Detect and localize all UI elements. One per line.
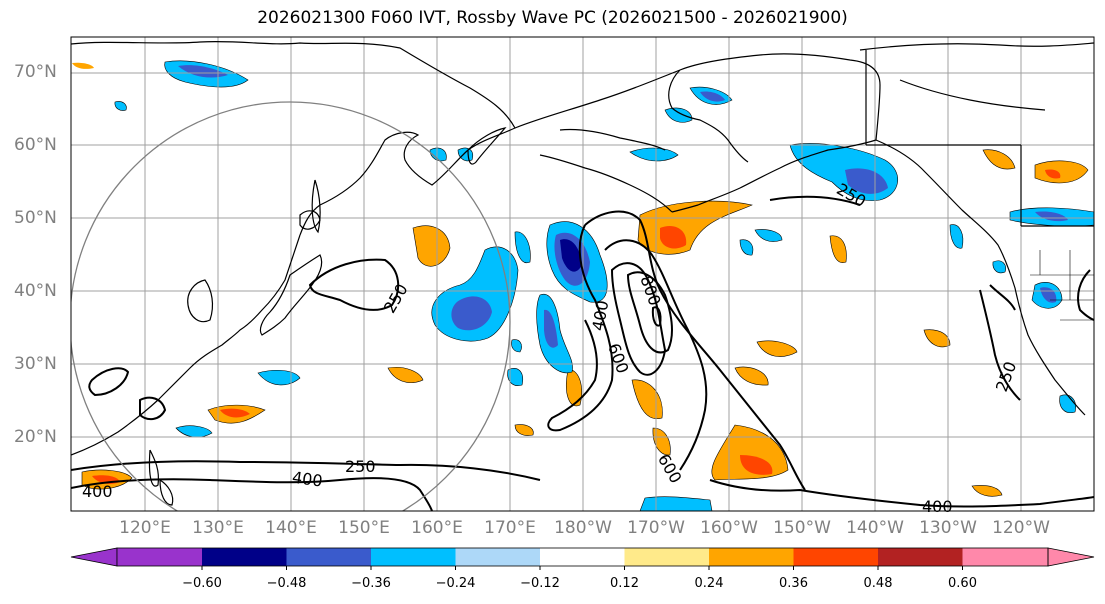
colorbar-tick-label: −0.12 [520,576,560,591]
contour-label: 250 [345,457,376,476]
colorbar [70,547,1095,570]
colorbar-tick-label: −0.60 [182,576,222,591]
lon-label: 130°E [192,518,244,538]
lon-label: 170°W [627,518,685,538]
contour-label: 400 [922,497,953,516]
colorbar-tick-label: −0.36 [351,576,391,591]
colorbar-min-arrow [70,547,118,567]
colorbar-tick-label: −0.48 [266,576,307,591]
contour-label: 400 [82,482,113,501]
lon-label: 120°E [119,518,171,538]
colorbar-tick-label: 0.12 [610,576,639,591]
colorbar-tick-label: 0.24 [694,576,724,591]
gridlines [71,37,1094,511]
lon-label: 150°W [773,518,831,538]
borders [1021,225,1094,321]
lon-label: 150°E [338,518,390,538]
coastlines [71,41,1094,506]
lon-label: 160°E [411,518,463,538]
colorbar-max-arrow [1047,547,1095,567]
lon-label: 140°W [846,518,904,538]
lat-label: 40°N [14,281,57,301]
lon-label: 120°W [992,518,1050,538]
pc-shading [72,60,1094,511]
map-title: 2026021300 F060 IVT, Rossby Wave PC (202… [257,8,848,28]
lon-label: 170°E [484,518,536,538]
lat-label: 70°N [14,62,57,82]
colorbar-tick-label: 0.48 [863,576,893,591]
lon-label: 140°E [265,518,317,538]
colorbar-tick-label: 0.36 [779,576,808,591]
region-circle [71,101,511,511]
lon-label: 130°W [919,518,977,538]
lon-label: 180°W [554,518,612,538]
colorbar-tick-label: −0.24 [435,576,476,591]
map-border [70,36,1095,512]
contour-label: 400 [291,468,324,491]
lon-label: 160°W [700,518,758,538]
lat-label: 30°N [14,354,57,374]
lat-label: 50°N [14,208,57,228]
colorbar-tick-label: 0.60 [948,576,977,591]
lat-label: 60°N [14,135,57,155]
lat-label: 20°N [14,427,57,447]
ivt-contours [71,195,1094,511]
